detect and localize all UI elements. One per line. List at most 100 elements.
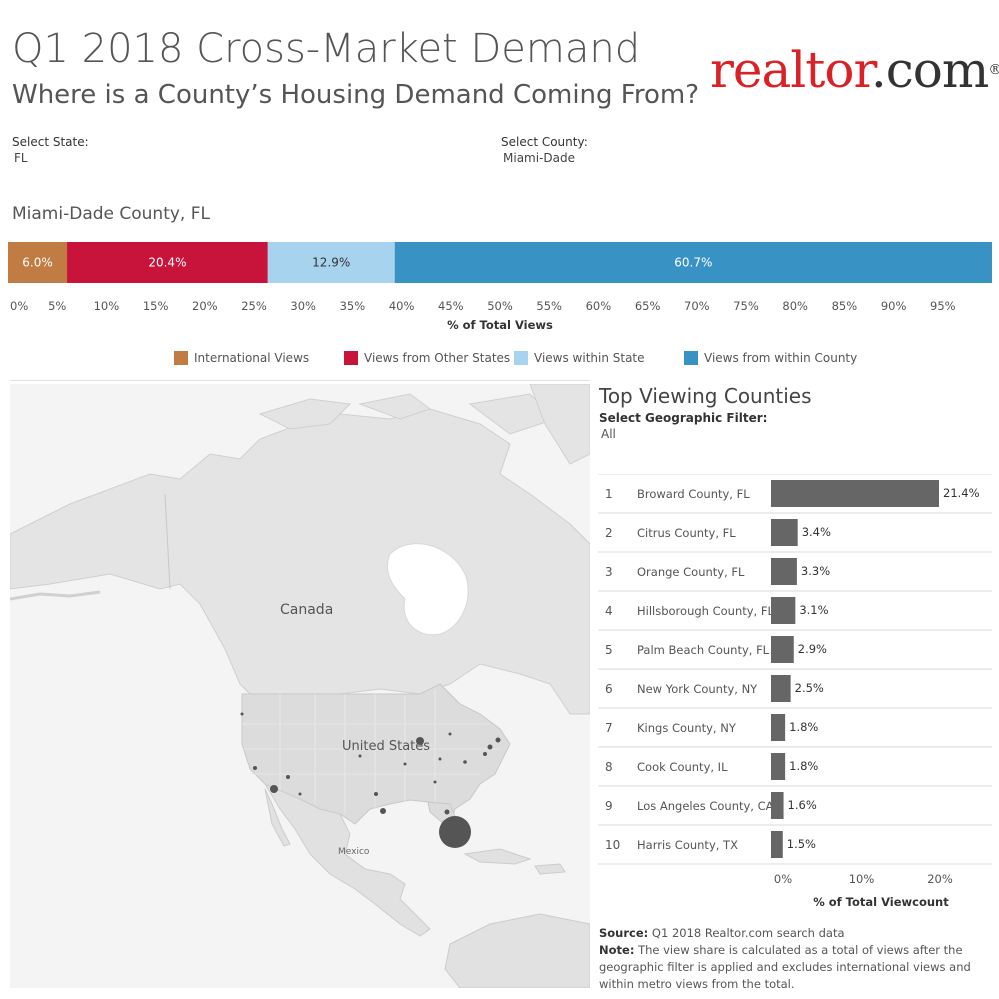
county-bar[interactable] (771, 480, 939, 507)
county-row[interactable]: 6 New York County, NY 2.5% (605, 675, 824, 702)
county-rank: 6 (605, 682, 613, 696)
map-point[interactable] (380, 808, 386, 814)
demand-segment-2[interactable] (267, 242, 395, 283)
county-row[interactable]: 8 Cook County, IL 1.8% (605, 753, 818, 780)
map-point[interactable] (270, 785, 278, 793)
map-label-us-text: United States (342, 739, 430, 754)
ranking-title: Top Viewing Counties (599, 384, 812, 408)
counties-bar-chart: 1 Broward County, FL 21.4% 2 Citrus County, … (598, 474, 992, 909)
county-row[interactable]: 3 Orange County, FL 3.3% (605, 558, 830, 585)
legend-item[interactable]: Views from within County (684, 351, 857, 367)
demand-axis-tick: 95% (930, 299, 956, 313)
map-point[interactable] (286, 775, 290, 779)
demand-segment-0[interactable] (8, 242, 68, 283)
county-value-label: 2.9% (798, 642, 827, 656)
county-rank: 7 (605, 721, 613, 735)
county-value-label: 1.8% (789, 759, 818, 773)
divider (10, 380, 590, 381)
demand-axis-tick: 25% (241, 299, 267, 313)
legend-item[interactable]: Views within State (514, 351, 645, 367)
county-bar[interactable] (771, 519, 798, 546)
county-bar[interactable] (771, 753, 786, 780)
county-value-label: 3.3% (801, 564, 830, 578)
legend-label: Views from within County (704, 351, 858, 365)
map-point[interactable] (240, 712, 244, 716)
demand-axis-tick: 70% (684, 299, 710, 313)
county-bar[interactable] (771, 831, 783, 858)
page-subtitle: Where is a County’s Housing Demand Comin… (12, 80, 700, 110)
county-row[interactable]: 1 Broward County, FL 21.4% (605, 480, 980, 507)
map-point[interactable] (483, 752, 487, 756)
map-point[interactable] (487, 744, 493, 750)
map-point[interactable] (403, 762, 407, 766)
demand-segment-1[interactable] (67, 242, 268, 283)
county-bar[interactable] (771, 714, 786, 741)
map-point[interactable] (433, 780, 437, 784)
note-label: Note: (599, 943, 635, 957)
source-note: Source: Q1 2018 Realtor.com search data (599, 925, 994, 942)
map-point-broward[interactable] (439, 816, 471, 848)
county-name: New York County, NY (637, 682, 758, 696)
county-rank: 1 (605, 487, 613, 501)
map-point[interactable] (463, 760, 467, 764)
county-bar[interactable] (771, 675, 791, 702)
county-row[interactable]: 7 Kings County, NY 1.8% (605, 714, 818, 741)
county-rank: 3 (605, 565, 613, 579)
legend-item[interactable]: Views from Other States (344, 351, 510, 367)
demand-axis-tick: 20% (192, 299, 218, 313)
county-row[interactable]: 4 Hillsborough County, FL 3.1% (605, 597, 829, 624)
realtor-logo: realtor.com® (710, 41, 999, 99)
map-point[interactable] (358, 754, 362, 758)
state-filter-select[interactable]: FL (14, 151, 28, 165)
county-row[interactable]: 2 Citrus County, FL 3.4% (605, 519, 831, 546)
demand-axis-tick: 30% (290, 299, 316, 313)
map-label-mexico: Mexico (338, 847, 370, 857)
map-point[interactable] (253, 766, 257, 770)
source-text: Q1 2018 Realtor.com search data (651, 926, 845, 940)
map-point[interactable] (444, 809, 450, 815)
note-text: The view share is calculated as a total … (599, 943, 971, 991)
demand-axis-tick: 75% (733, 299, 759, 313)
county-rank: 10 (605, 838, 620, 852)
page-title: Q1 2018 Cross-Market Demand (12, 26, 641, 72)
demand-segment-3[interactable] (394, 242, 992, 283)
county-bar[interactable] (771, 597, 796, 624)
county-rank: 5 (605, 643, 613, 657)
county-filter-select[interactable]: Miami-Dade (503, 151, 575, 165)
map-point[interactable] (374, 792, 378, 796)
legend-label: International Views (194, 351, 310, 365)
county-bar[interactable] (771, 636, 794, 663)
county-filter-label: Select County: (501, 135, 588, 149)
county-bar[interactable] (771, 792, 784, 819)
demand-axis-tick: 90% (881, 299, 907, 313)
county-axis-title: % of Total Viewcount (813, 895, 949, 909)
county-value-label: 2.5% (795, 681, 824, 695)
county-row[interactable]: 9 Los Angeles County, CA 1.6% (605, 792, 817, 819)
map-point[interactable] (495, 737, 501, 743)
map-point[interactable] (298, 792, 302, 796)
county-name: Los Angeles County, CA (637, 799, 774, 813)
county-row[interactable]: 10 Harris County, TX 1.5% (605, 831, 816, 858)
demand-axis-tick: 80% (782, 299, 808, 313)
map-point[interactable] (416, 737, 424, 745)
county-name: Orange County, FL (637, 565, 745, 579)
demand-axis: 0% 5% 10% 15% 20% 25% 30% 35% 40% 45% 50% 55% 60% 65%… (10, 299, 956, 332)
county-bar[interactable] (771, 558, 797, 585)
county-rank: 4 (605, 604, 613, 618)
demand-segment-label: 60.7% (674, 256, 712, 270)
county-rank: 2 (605, 526, 613, 540)
county-value-label: 1.6% (788, 798, 817, 812)
demand-map[interactable]: Canada United States Mexico (10, 384, 590, 988)
map-point[interactable] (448, 732, 452, 736)
map-point[interactable] (450, 817, 454, 821)
map-point[interactable] (438, 757, 442, 761)
county-row[interactable]: 5 Palm Beach County, FL 2.9% (605, 636, 827, 663)
geo-filter-select[interactable]: All (601, 427, 616, 441)
geo-filter-label: Select Geographic Filter: (599, 411, 768, 425)
demand-axis-tick: 60% (586, 299, 612, 313)
county-name: Kings County, NY (637, 721, 737, 735)
demand-axis-tick: 0% (10, 299, 28, 313)
demand-axis-title: % of Total Views (447, 318, 553, 332)
county-axis-tick: 0% (774, 872, 792, 886)
legend-item[interactable]: International Views (174, 351, 309, 367)
